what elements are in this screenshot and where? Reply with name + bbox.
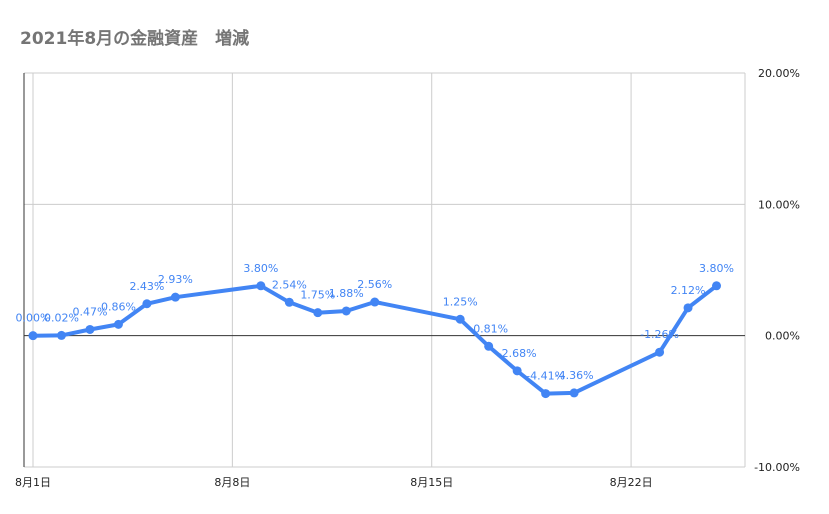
data-label: 2.93% — [158, 273, 193, 286]
data-point — [541, 389, 551, 399]
data-label: 1.88% — [329, 287, 364, 300]
x-tick-label: 8月15日 — [410, 476, 453, 489]
data-point — [256, 281, 266, 291]
data-label: -2.68% — [498, 347, 537, 360]
data-point — [484, 341, 494, 351]
data-label: 1.75% — [300, 289, 335, 302]
data-label: 2.54% — [272, 278, 307, 291]
data-point — [170, 292, 180, 302]
data-label: 0.02% — [44, 311, 79, 324]
data-label: -4.36% — [555, 369, 594, 382]
data-point — [28, 331, 38, 341]
data-point — [313, 308, 323, 318]
data-label: 3.80% — [699, 262, 734, 275]
x-tick-label: 8月22日 — [610, 476, 653, 489]
data-point — [455, 314, 465, 324]
chart-title: 2021年8月の金融資産 増減 — [20, 29, 250, 49]
data-label: 0.00% — [16, 312, 51, 325]
x-tick-label: 8月8日 — [214, 476, 250, 489]
data-label: -0.81% — [469, 322, 508, 335]
data-point — [341, 306, 351, 316]
data-point — [142, 299, 152, 309]
data-label: 1.25% — [443, 295, 478, 308]
data-point — [512, 366, 522, 376]
data-label: 0.47% — [72, 305, 107, 318]
data-point — [370, 297, 380, 307]
y-tick-label: 20.00% — [758, 67, 800, 80]
data-point — [712, 281, 722, 291]
data-label: 2.12% — [671, 284, 706, 297]
data-point — [569, 388, 579, 398]
data-point — [284, 297, 294, 307]
y-tick-label: -10.00% — [754, 461, 800, 474]
data-point — [56, 330, 66, 340]
data-point — [85, 324, 95, 334]
data-label: -1.26% — [640, 328, 679, 341]
x-tick-label: 8月1日 — [15, 476, 51, 489]
data-label: -4.41% — [526, 370, 565, 383]
data-point — [655, 347, 665, 357]
data-label: 3.80% — [243, 262, 278, 275]
data-label: 2.56% — [357, 278, 392, 291]
y-tick-label: 0.00% — [765, 330, 800, 343]
data-label: 2.43% — [129, 280, 164, 293]
data-point — [113, 319, 123, 329]
y-tick-label: 10.00% — [758, 198, 800, 211]
data-point — [683, 303, 693, 313]
data-label: 0.86% — [101, 300, 136, 313]
